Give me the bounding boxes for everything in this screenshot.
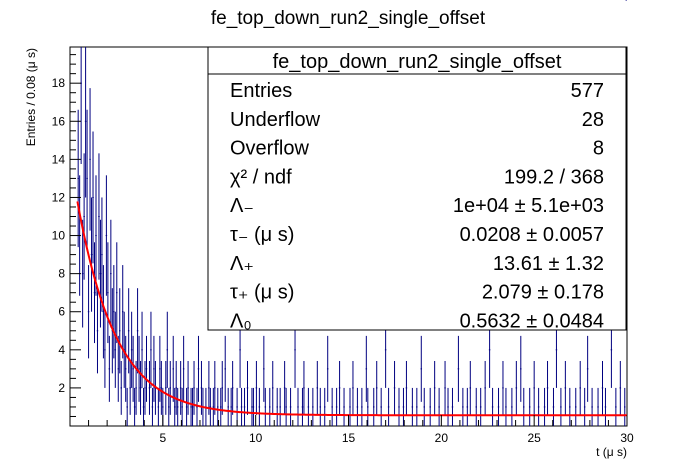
stats-row-value: 199.2 / 368	[504, 166, 604, 188]
stats-box: fe_top_down_run2_single_offset Entries 57…	[207, 46, 627, 332]
stats-row-label: Λ₀	[230, 310, 252, 332]
stats-row-value: 8	[593, 138, 604, 160]
x-axis-title: t (μ s)	[596, 445, 627, 459]
stats-rows: Entries 577 Underflow 28 Overflow 8 χ² / ndf 19…	[230, 80, 604, 332]
stats-row-label: τ₋ (μ s)	[230, 224, 294, 246]
y-axis: 2 4 6 8 10 12 14 16 18	[52, 54, 81, 417]
y-tick-label: 4	[58, 343, 65, 357]
stats-row-value: 0.0208 ± 0.0057	[460, 224, 604, 246]
stats-row-label: τ₊ (μ s)	[230, 282, 294, 304]
stats-row-label: Entries	[230, 80, 292, 102]
x-tick-label: 5	[159, 431, 166, 445]
fit-line	[76, 201, 627, 417]
stats-row-label: Underflow	[230, 109, 321, 131]
stats-row-value: 28	[582, 109, 604, 131]
x-tick-label: 10	[249, 431, 263, 445]
stats-row-value: 577	[571, 80, 604, 102]
y-tick-label: 6	[58, 305, 65, 319]
y-tick-label: 14	[52, 152, 66, 166]
stats-row-value: 2.079 ± 0.178	[482, 282, 604, 304]
stats-box-frame	[207, 46, 627, 331]
stats-row-value: 1e+04 ± 5.1e+03	[453, 195, 604, 217]
stats-row-value: 0.5632 ± 0.0484	[460, 310, 604, 332]
y-tick-label: 10	[52, 229, 66, 243]
chart-title: fe_top_down_run2_single_offset	[211, 8, 486, 29]
stats-row-value: 13.61 ± 1.32	[493, 253, 604, 275]
y-tick-label: 8	[58, 267, 65, 281]
x-tick-label: 15	[342, 431, 356, 445]
x-tick-label: 30	[620, 431, 634, 445]
y-tick-label: 12	[52, 190, 66, 204]
y-tick-label: 16	[52, 114, 66, 128]
x-axis: 5 10 15 20 25 30	[88, 415, 634, 445]
x-tick-label: 20	[435, 431, 449, 445]
y-tick-label: 2	[58, 381, 65, 395]
stats-box-title: fe_top_down_run2_single_offset	[273, 51, 562, 73]
fit-curve	[76, 201, 627, 417]
y-axis-title: Entries / 0.08 (μ s)	[24, 48, 38, 146]
x-tick-label: 25	[527, 431, 541, 445]
stats-row-label: Λ₋	[230, 195, 254, 217]
histogram	[77, 0, 627, 426]
stats-row-label: Overflow	[230, 138, 309, 160]
y-tick-label: 18	[52, 76, 66, 90]
stats-row-label: Λ₊	[230, 253, 254, 275]
stats-row-label: χ² / ndf	[230, 166, 292, 188]
